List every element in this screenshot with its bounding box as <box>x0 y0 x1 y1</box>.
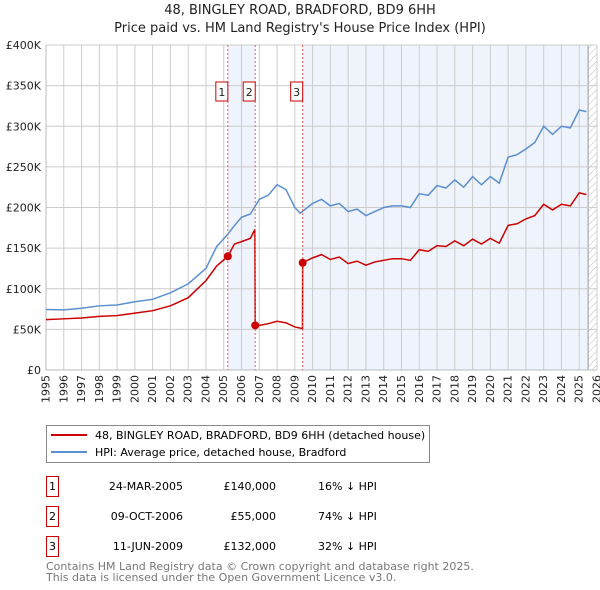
x-tick-label: 2002 <box>164 375 177 403</box>
y-tick-label: £200K <box>6 202 42 215</box>
legend-label-property: 48, BINGLEY ROAD, BRADFORD, BD9 6HH (det… <box>95 428 426 442</box>
price-chart: 1995 1996 1997 1998 1999 2000 2001 2002 2003 2004… <box>6 39 600 403</box>
chart-title: 48, BINGLEY ROAD, BRADFORD, BD9 6HH <box>164 3 436 18</box>
transaction-date: 11-JUN-2009 <box>112 540 183 553</box>
sale-label: 3 <box>293 86 300 99</box>
legend-item-property: 48, BINGLEY ROAD, BRADFORD, BD9 6HH (det… <box>51 427 425 443</box>
x-tick-label: 1995 <box>40 375 53 403</box>
y-tick-label: £300K <box>6 120 42 133</box>
x-tick-label: 2003 <box>182 375 195 403</box>
x-tick-label: 2009 <box>288 375 301 403</box>
x-tick-label: 2001 <box>146 375 159 403</box>
transaction-row: 3 11-JUN-2009 £132,000 32% ↓ HPI <box>46 536 600 558</box>
chart-subtitle: Price paid vs. HM Land Registry's House … <box>114 21 486 36</box>
x-tick-label: 2000 <box>128 375 141 403</box>
x-tick-label: 2014 <box>377 375 390 403</box>
sale-label-box <box>242 81 256 102</box>
sale-point <box>298 258 307 267</box>
x-tick-label: 1997 <box>75 375 88 403</box>
sale-label: 2 <box>246 86 253 99</box>
transaction-hpi-diff: 74% ↓ HPI <box>318 510 377 523</box>
chart-legend: 48, BINGLEY ROAD, BRADFORD, BD9 6HH (det… <box>46 425 430 463</box>
x-tick-label: 2006 <box>235 375 248 403</box>
x-tick-label: 2011 <box>324 375 337 403</box>
x-tick-label: 2005 <box>217 375 230 403</box>
transaction-number: 2 <box>46 506 59 527</box>
y-tick-label: £100K <box>6 283 42 296</box>
sale-label: 1 <box>218 86 225 99</box>
transaction-hpi-diff: 32% ↓ HPI <box>318 540 377 553</box>
x-tick-label: 2021 <box>502 375 515 403</box>
x-tick-label: 2016 <box>413 375 426 403</box>
property-price-line <box>45 192 587 330</box>
x-tick-label: 2024 <box>555 375 568 403</box>
x-tick-label: 1996 <box>57 375 70 403</box>
legend-label-hpi: HPI: Average price, detached house, Brad… <box>95 445 347 459</box>
transaction-date: 24-MAR-2005 <box>108 480 183 493</box>
x-tick-label: 2018 <box>448 375 461 403</box>
x-tick-label: 1998 <box>93 375 106 403</box>
transaction-number: 1 <box>46 476 59 497</box>
transaction-price: £132,000 <box>223 540 277 553</box>
y-tick-label: £150K <box>6 242 42 255</box>
x-tick-label: 2010 <box>306 375 319 403</box>
footer-licence: This data is licensed under the Open Gov… <box>46 571 397 584</box>
y-tick-label: £50K <box>13 323 42 336</box>
y-tick-label: £0 <box>27 364 41 377</box>
x-tick-label: 1999 <box>111 375 124 403</box>
y-tick-label: £350K <box>6 80 42 93</box>
sale-point <box>223 252 232 261</box>
transaction-row: 2 09-OCT-2006 £55,000 74% ↓ HPI <box>46 506 600 528</box>
x-tick-label: 2008 <box>271 375 284 403</box>
sale-label-box <box>290 81 304 102</box>
footer-copyright: Contains HM Land Registry data © Crown c… <box>46 560 474 573</box>
y-tick-label: £250K <box>6 161 42 174</box>
footer: Contains HM Land Registry data © Crown c… <box>46 561 474 583</box>
x-tick-label: 2004 <box>199 375 212 403</box>
x-tick-label: 2017 <box>431 375 444 403</box>
legend-item-hpi: HPI: Average price, detached house, Brad… <box>51 444 346 460</box>
x-tick-label: 2025 <box>573 375 586 403</box>
y-tick-label: £400K <box>6 39 42 52</box>
x-tick-label: 2012 <box>342 375 355 403</box>
legend-swatch-hpi <box>51 451 87 453</box>
transaction-number: 3 <box>46 536 59 557</box>
x-tick-label: 2023 <box>537 375 550 403</box>
sale-label-box <box>215 81 229 102</box>
x-tick-label: 2022 <box>519 375 532 403</box>
transaction-date: 09-OCT-2006 <box>110 510 183 523</box>
transaction-price: £140,000 <box>223 480 277 493</box>
legend-swatch-property <box>51 434 87 436</box>
transaction-row: 1 24-MAR-2005 £140,000 16% ↓ HPI <box>46 476 600 498</box>
transaction-hpi-diff: 16% ↓ HPI <box>318 480 377 493</box>
x-tick-label: 2026 <box>591 375 600 403</box>
hpi-line <box>45 109 587 311</box>
x-tick-label: 2007 <box>253 375 266 403</box>
sale-point <box>251 321 260 330</box>
x-tick-label: 2020 <box>484 375 497 403</box>
x-tick-label: 2013 <box>359 375 372 403</box>
transaction-price: £55,000 <box>230 510 277 523</box>
x-tick-label: 2015 <box>395 375 408 403</box>
x-tick-label: 2019 <box>466 375 479 403</box>
